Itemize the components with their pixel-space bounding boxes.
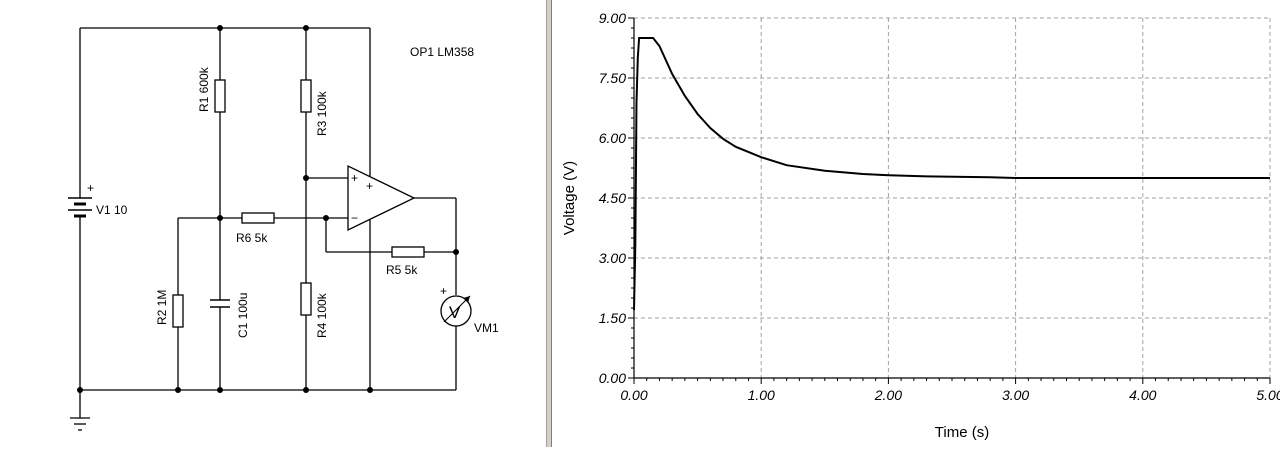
voltmeter-plus-sign: + bbox=[440, 284, 447, 298]
voltmeter-vm1 bbox=[440, 295, 472, 390]
ground-symbol bbox=[70, 390, 90, 431]
junction-dot bbox=[303, 387, 309, 393]
junction-dot bbox=[453, 249, 459, 255]
x-tick-label: 5.00 bbox=[1256, 387, 1280, 403]
voltage-trace-line bbox=[633, 37, 1270, 311]
battery-v1 bbox=[68, 28, 92, 390]
junction-dot bbox=[217, 215, 223, 221]
y-tick-label: 0.00 bbox=[599, 370, 626, 386]
label-v1: V1 10 bbox=[96, 203, 128, 217]
y-tick-label: 1.50 bbox=[599, 310, 626, 326]
x-axis-label: Time (s) bbox=[935, 424, 989, 441]
pane-splitter[interactable] bbox=[546, 0, 552, 447]
x-tick-label: 4.00 bbox=[1129, 387, 1156, 403]
chart-grid bbox=[634, 17, 1271, 378]
chart-canvas: 0.00 1.00 2.00 3.00 4.00 5.00 0.00 1.50 3.00 4.50… bbox=[561, 10, 1280, 441]
junction-dot bbox=[323, 215, 329, 221]
label-r2: R2 1M bbox=[155, 290, 169, 325]
junction-dot bbox=[217, 387, 223, 393]
chart-series bbox=[633, 37, 1270, 311]
capacitor-c1 bbox=[210, 299, 230, 390]
x-tick-label: 3.00 bbox=[1002, 387, 1029, 403]
y-tick-label: 7.50 bbox=[599, 70, 626, 86]
label-c1: C1 100u bbox=[236, 293, 250, 338]
junction-dot bbox=[303, 25, 309, 31]
resistor-r2 bbox=[172, 294, 184, 328]
x-tick-label: 2.00 bbox=[874, 387, 902, 403]
opamp-op1 bbox=[347, 164, 416, 232]
resistor-r4 bbox=[300, 282, 312, 316]
label-vm1: VM1 bbox=[474, 321, 499, 335]
resistor-r1 bbox=[214, 79, 226, 113]
y-tick-label: 3.00 bbox=[599, 250, 626, 266]
junction-dot bbox=[303, 175, 309, 181]
resistor-r6 bbox=[241, 212, 275, 224]
y-tick-label: 4.50 bbox=[599, 190, 626, 206]
junction-dot bbox=[77, 387, 83, 393]
junction-dot bbox=[367, 387, 373, 393]
junction-dot bbox=[175, 387, 181, 393]
resistor-r3 bbox=[300, 79, 312, 113]
label-op1: OP1 LM358 bbox=[410, 45, 474, 59]
label-r1: R1 600k bbox=[197, 66, 211, 112]
opamp-supply-plus-sign: + bbox=[366, 179, 373, 193]
y-tick-label: 6.00 bbox=[599, 130, 626, 146]
label-r6: R6 5k bbox=[236, 231, 268, 245]
schematic-canvas: + V1 10 R1 600k C1 100u R2 1M R6 5k R3 1… bbox=[68, 25, 499, 431]
y-tick-label: 9.00 bbox=[599, 10, 626, 26]
x-tick-label: 0.00 bbox=[620, 387, 647, 403]
resistor-r5 bbox=[391, 246, 425, 258]
y-axis-label: Voltage (V) bbox=[561, 161, 578, 235]
label-r3: R3 100k bbox=[315, 90, 329, 136]
label-r5: R5 5k bbox=[386, 263, 418, 277]
battery-plus-sign: + bbox=[87, 181, 94, 195]
opamp-plus-sign: + bbox=[351, 171, 358, 185]
circuit-schematic: + V1 10 R1 600k C1 100u R2 1M R6 5k R3 1… bbox=[0, 0, 546, 447]
label-r4: R4 100k bbox=[315, 292, 329, 338]
chart-ticks: 0.00 1.00 2.00 3.00 4.00 5.00 0.00 1.50 3.00 4.50… bbox=[599, 10, 1280, 403]
voltmeter-symbol: V bbox=[449, 303, 461, 322]
voltage-chart: 0.00 1.00 2.00 3.00 4.00 5.00 0.00 1.50 3.00 4.50… bbox=[552, 0, 1280, 447]
opamp-minus-sign: − bbox=[351, 211, 358, 225]
junction-dot bbox=[217, 25, 223, 31]
x-tick-label: 1.00 bbox=[748, 387, 775, 403]
